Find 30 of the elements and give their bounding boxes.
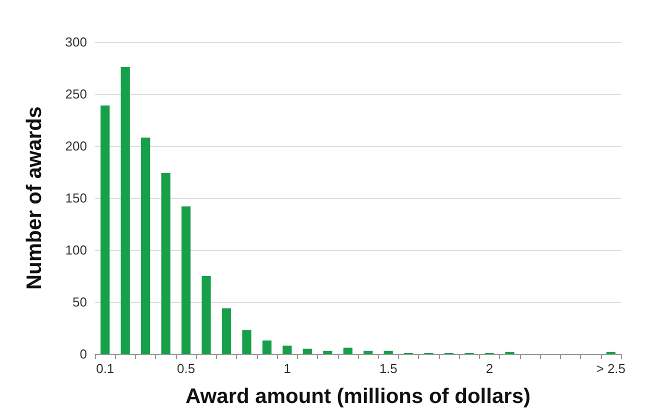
bar [302,348,312,354]
y-tick-label: 150 [65,190,87,206]
bar [323,350,332,354]
x-tick-label: 1.5 [379,361,398,376]
y-tick-label: 300 [65,34,87,50]
bar [141,138,150,354]
bar [262,340,272,354]
y-tick-label: 50 [72,294,87,310]
bar [364,350,373,354]
y-axis-title: Number of awards [23,106,46,290]
x-tick-label: 1 [284,361,291,376]
bar [242,330,252,354]
y-tick-label: 0 [80,346,87,362]
bar [343,348,352,354]
bar [202,276,211,354]
bar [100,105,110,354]
x-tick-label: 0.1 [96,361,114,376]
y-tick-label: 250 [65,86,87,102]
bar [282,346,292,354]
bar [120,66,130,354]
bar [222,308,232,354]
bar [181,206,191,354]
y-tick-label: 100 [65,242,87,258]
x-tick-label: > 2.5 [596,361,626,376]
x-tick-label: 0.5 [177,361,196,376]
x-axis-title: Award amount (millions of dollars) [186,385,530,408]
bar [161,173,170,354]
bar [384,350,393,354]
x-tick-label: 2 [486,361,494,376]
y-tick-label: 200 [65,138,87,154]
